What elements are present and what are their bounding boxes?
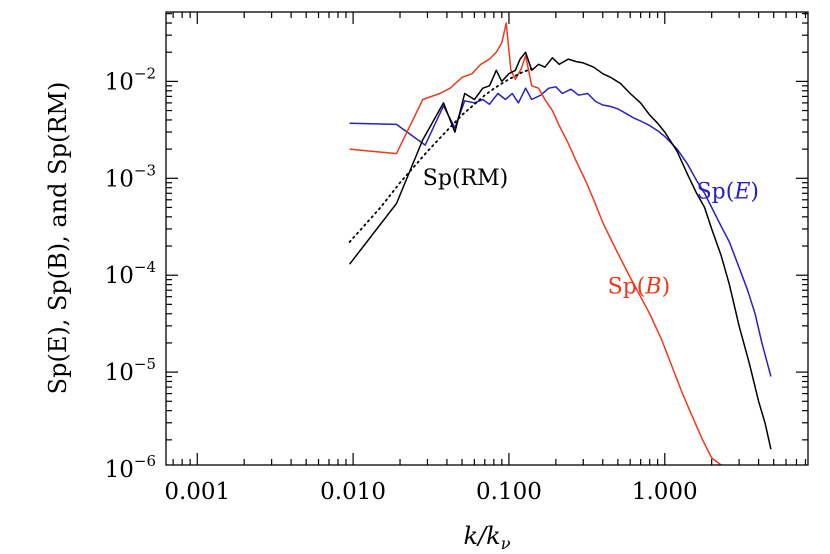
y-tick-label: 10−2 bbox=[105, 64, 156, 95]
axis-ticks bbox=[166, 12, 808, 465]
y-axis-label: Sp(E), Sp(B), and Sp(RM) bbox=[44, 82, 72, 395]
series-sprm-line bbox=[349, 51, 772, 450]
y-tick-label: 10−4 bbox=[105, 258, 156, 289]
plot-frame bbox=[165, 11, 809, 466]
series-annotations: Sp(RM) Sp(E) Sp(B) bbox=[423, 166, 759, 299]
x-tick-label: 0.100 bbox=[476, 479, 542, 505]
x-axis-label: k/kν bbox=[464, 522, 511, 553]
y-tick-label: 10−3 bbox=[105, 161, 156, 192]
series-layer bbox=[348, 22, 772, 465]
series-spb-line bbox=[349, 22, 725, 465]
y-tick-labels: 10−6 10−5 10−4 10−3 10−2 bbox=[105, 64, 156, 483]
series-spe-line bbox=[349, 86, 772, 377]
annotation-sprm: Sp(RM) bbox=[423, 166, 508, 191]
x-tick-label: 1.000 bbox=[632, 479, 698, 505]
annotation-spb: Sp(B) bbox=[608, 274, 671, 299]
y-tick-label: 10−6 bbox=[105, 452, 156, 483]
annotation-spe: Sp(E) bbox=[697, 179, 759, 204]
x-tick-labels: 0.001 0.010 0.100 1.000 bbox=[164, 479, 697, 505]
series-dotted-line bbox=[348, 67, 533, 243]
x-tick-label: 0.010 bbox=[320, 479, 386, 505]
y-tick-label: 10−5 bbox=[105, 355, 156, 386]
x-tick-label: 0.001 bbox=[164, 479, 230, 505]
